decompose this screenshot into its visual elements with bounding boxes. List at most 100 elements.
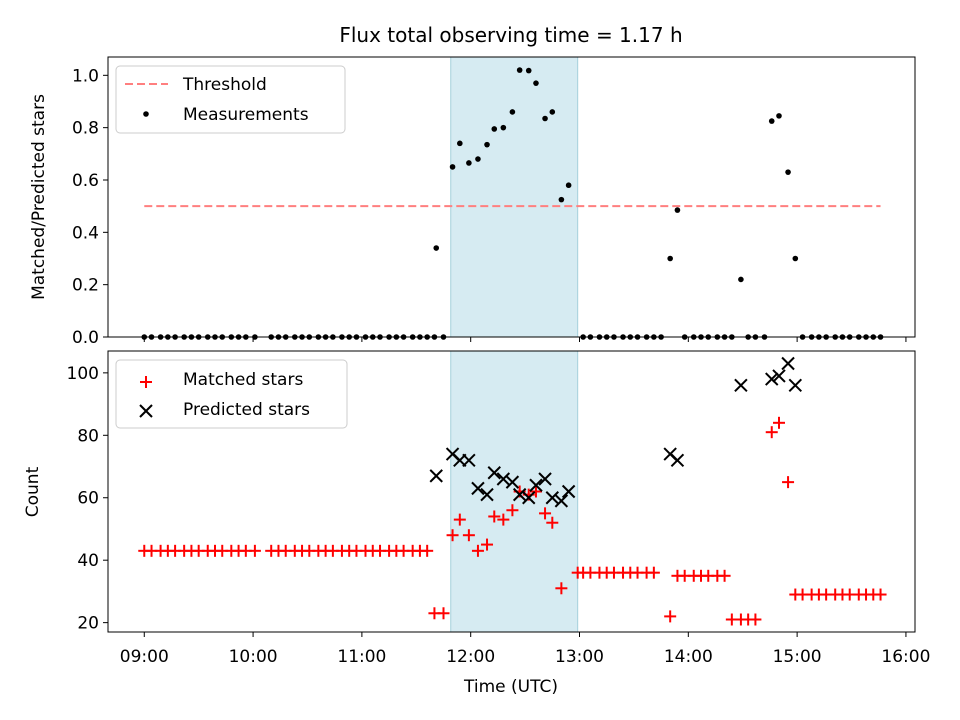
top-legend-measurements-swatch [143, 111, 149, 117]
matched-star-point [529, 485, 542, 498]
y-tick-label: 0.2 [72, 276, 99, 296]
top-panel-highlight-span [450, 56, 579, 338]
measurement-point [509, 109, 516, 115]
top-panel-legend: Threshold Measurements [115, 65, 346, 134]
predicted-star-point [554, 494, 569, 508]
measurement-point [792, 255, 799, 262]
x-tick-label: 16:00 [881, 647, 930, 667]
measurement-point [500, 124, 507, 131]
predicted-star-point [781, 356, 795, 371]
predicted-star-point [538, 472, 552, 486]
measurement-point [491, 126, 498, 132]
measurement-point [525, 67, 532, 74]
predicted-star-point [487, 466, 501, 480]
predicted-star-point [529, 478, 543, 492]
measurement-point [433, 245, 440, 251]
x-tick-label: 11:00 [337, 647, 386, 667]
matched-star-point [497, 513, 510, 526]
y-tick-label: 1.0 [72, 66, 99, 86]
x-tick-label: 13:00 [555, 647, 604, 667]
matched-star-point [546, 516, 559, 529]
matched-star-point [453, 513, 466, 526]
predicted-star-point [765, 372, 779, 386]
bottom-panel-y-ticks: 20 40 60 80 100 [67, 364, 108, 634]
top-panel: 0.0 0.2 0.4 0.6 0.8 1.0 Matched/Predicted sta… [29, 56, 916, 348]
bottom-legend-matched-swatch [140, 376, 152, 388]
predicted-star-point [505, 475, 520, 489]
y-tick-label: 60 [77, 489, 99, 509]
top-legend-box [115, 65, 346, 134]
bottom-legend-matched-label: Matched stars [183, 370, 303, 390]
bottom-panel-frame [107, 350, 916, 633]
top-panel-x-ticks [143, 337, 907, 342]
bottom-legend-predicted-label: Predicted stars [183, 400, 310, 420]
y-tick-label: 0.6 [72, 171, 99, 191]
bottom-legend-box [115, 359, 348, 429]
bottom-panel-x-ticks: 09:00 10:00 11:00 12:00 13:00 14:00 15:00 16:00 [120, 632, 930, 667]
measurement-point [558, 196, 565, 203]
top-panel-y-ticks: 0.0 0.2 0.4 0.6 0.8 1.0 [72, 66, 108, 348]
y-tick-label: 100 [67, 364, 99, 384]
predicted-star-point [429, 469, 443, 483]
matched-star-point [506, 504, 519, 517]
matched-star-point [749, 613, 762, 626]
matched-star-point [446, 529, 459, 542]
top-legend-threshold-label: Threshold [182, 75, 267, 95]
chart-title: Flux total observing time = 1.17 h [339, 23, 682, 47]
x-tick-label: 14:00 [664, 647, 713, 667]
predicted-star-point [512, 487, 527, 502]
matched-star-point [718, 569, 731, 582]
measurement-point [776, 113, 782, 119]
top-legend-measurements-label: Measurements [183, 105, 309, 125]
matched-star-point [555, 582, 568, 595]
y-tick-label: 20 [77, 614, 99, 634]
bottom-legend-predicted-swatch [139, 404, 153, 418]
predicted-star-point [561, 484, 576, 499]
measurement-point [738, 276, 744, 283]
predicted-star-point [462, 453, 476, 467]
top-panel-ylabel: Matched/Predicted stars [29, 94, 49, 300]
matched-star-point [647, 566, 660, 579]
x-tick-label: 10:00 [229, 647, 278, 667]
x-tick-label: 09:00 [120, 647, 169, 667]
measurement-point [667, 255, 673, 262]
bottom-panel-marks [138, 356, 887, 626]
predicted-star-point [772, 369, 786, 383]
measurement-point [457, 140, 463, 147]
x-axis-label: Time (UTC) [463, 677, 558, 697]
bottom-panel-legend: Matched stars Predicted stars [115, 359, 348, 429]
x-tick-label: 15:00 [773, 647, 822, 667]
measurement-point [542, 115, 548, 122]
measurement-point [533, 80, 539, 86]
measurement-point [449, 164, 456, 170]
measurement-point [549, 109, 556, 115]
y-tick-label: 0.4 [72, 223, 99, 243]
predicted-star-point [471, 481, 485, 496]
top-panel-frame [107, 56, 916, 338]
measurement-point [565, 182, 572, 189]
matched-star-point [471, 544, 484, 557]
matched-star-point [248, 544, 261, 557]
matched-star-point [481, 538, 494, 551]
predicted-star-point [734, 378, 748, 393]
matched-star-point [462, 529, 475, 542]
matched-star-point [539, 507, 552, 520]
matched-star-point [421, 544, 434, 557]
measurement-point [674, 207, 681, 213]
y-tick-label: 0.8 [72, 119, 99, 139]
matched-star-point [664, 610, 677, 623]
x-tick-label: 12:00 [446, 647, 495, 667]
predicted-star-point [545, 491, 560, 505]
predicted-star-point [522, 491, 536, 505]
matched-star-point [772, 416, 785, 429]
predicted-star-point [480, 487, 494, 502]
predicted-star-point [670, 453, 685, 467]
bottom-panel-ylabel: Count [23, 466, 43, 517]
bottom-panel: 20 40 60 80 100 09:00 10:00 11:00 12:00 13:00 14:… [23, 350, 930, 697]
matched-star-point [874, 588, 887, 601]
measurement-point [484, 141, 490, 148]
matched-star-point [765, 426, 778, 439]
matched-star-point [488, 510, 501, 523]
measurement-point [516, 67, 523, 73]
